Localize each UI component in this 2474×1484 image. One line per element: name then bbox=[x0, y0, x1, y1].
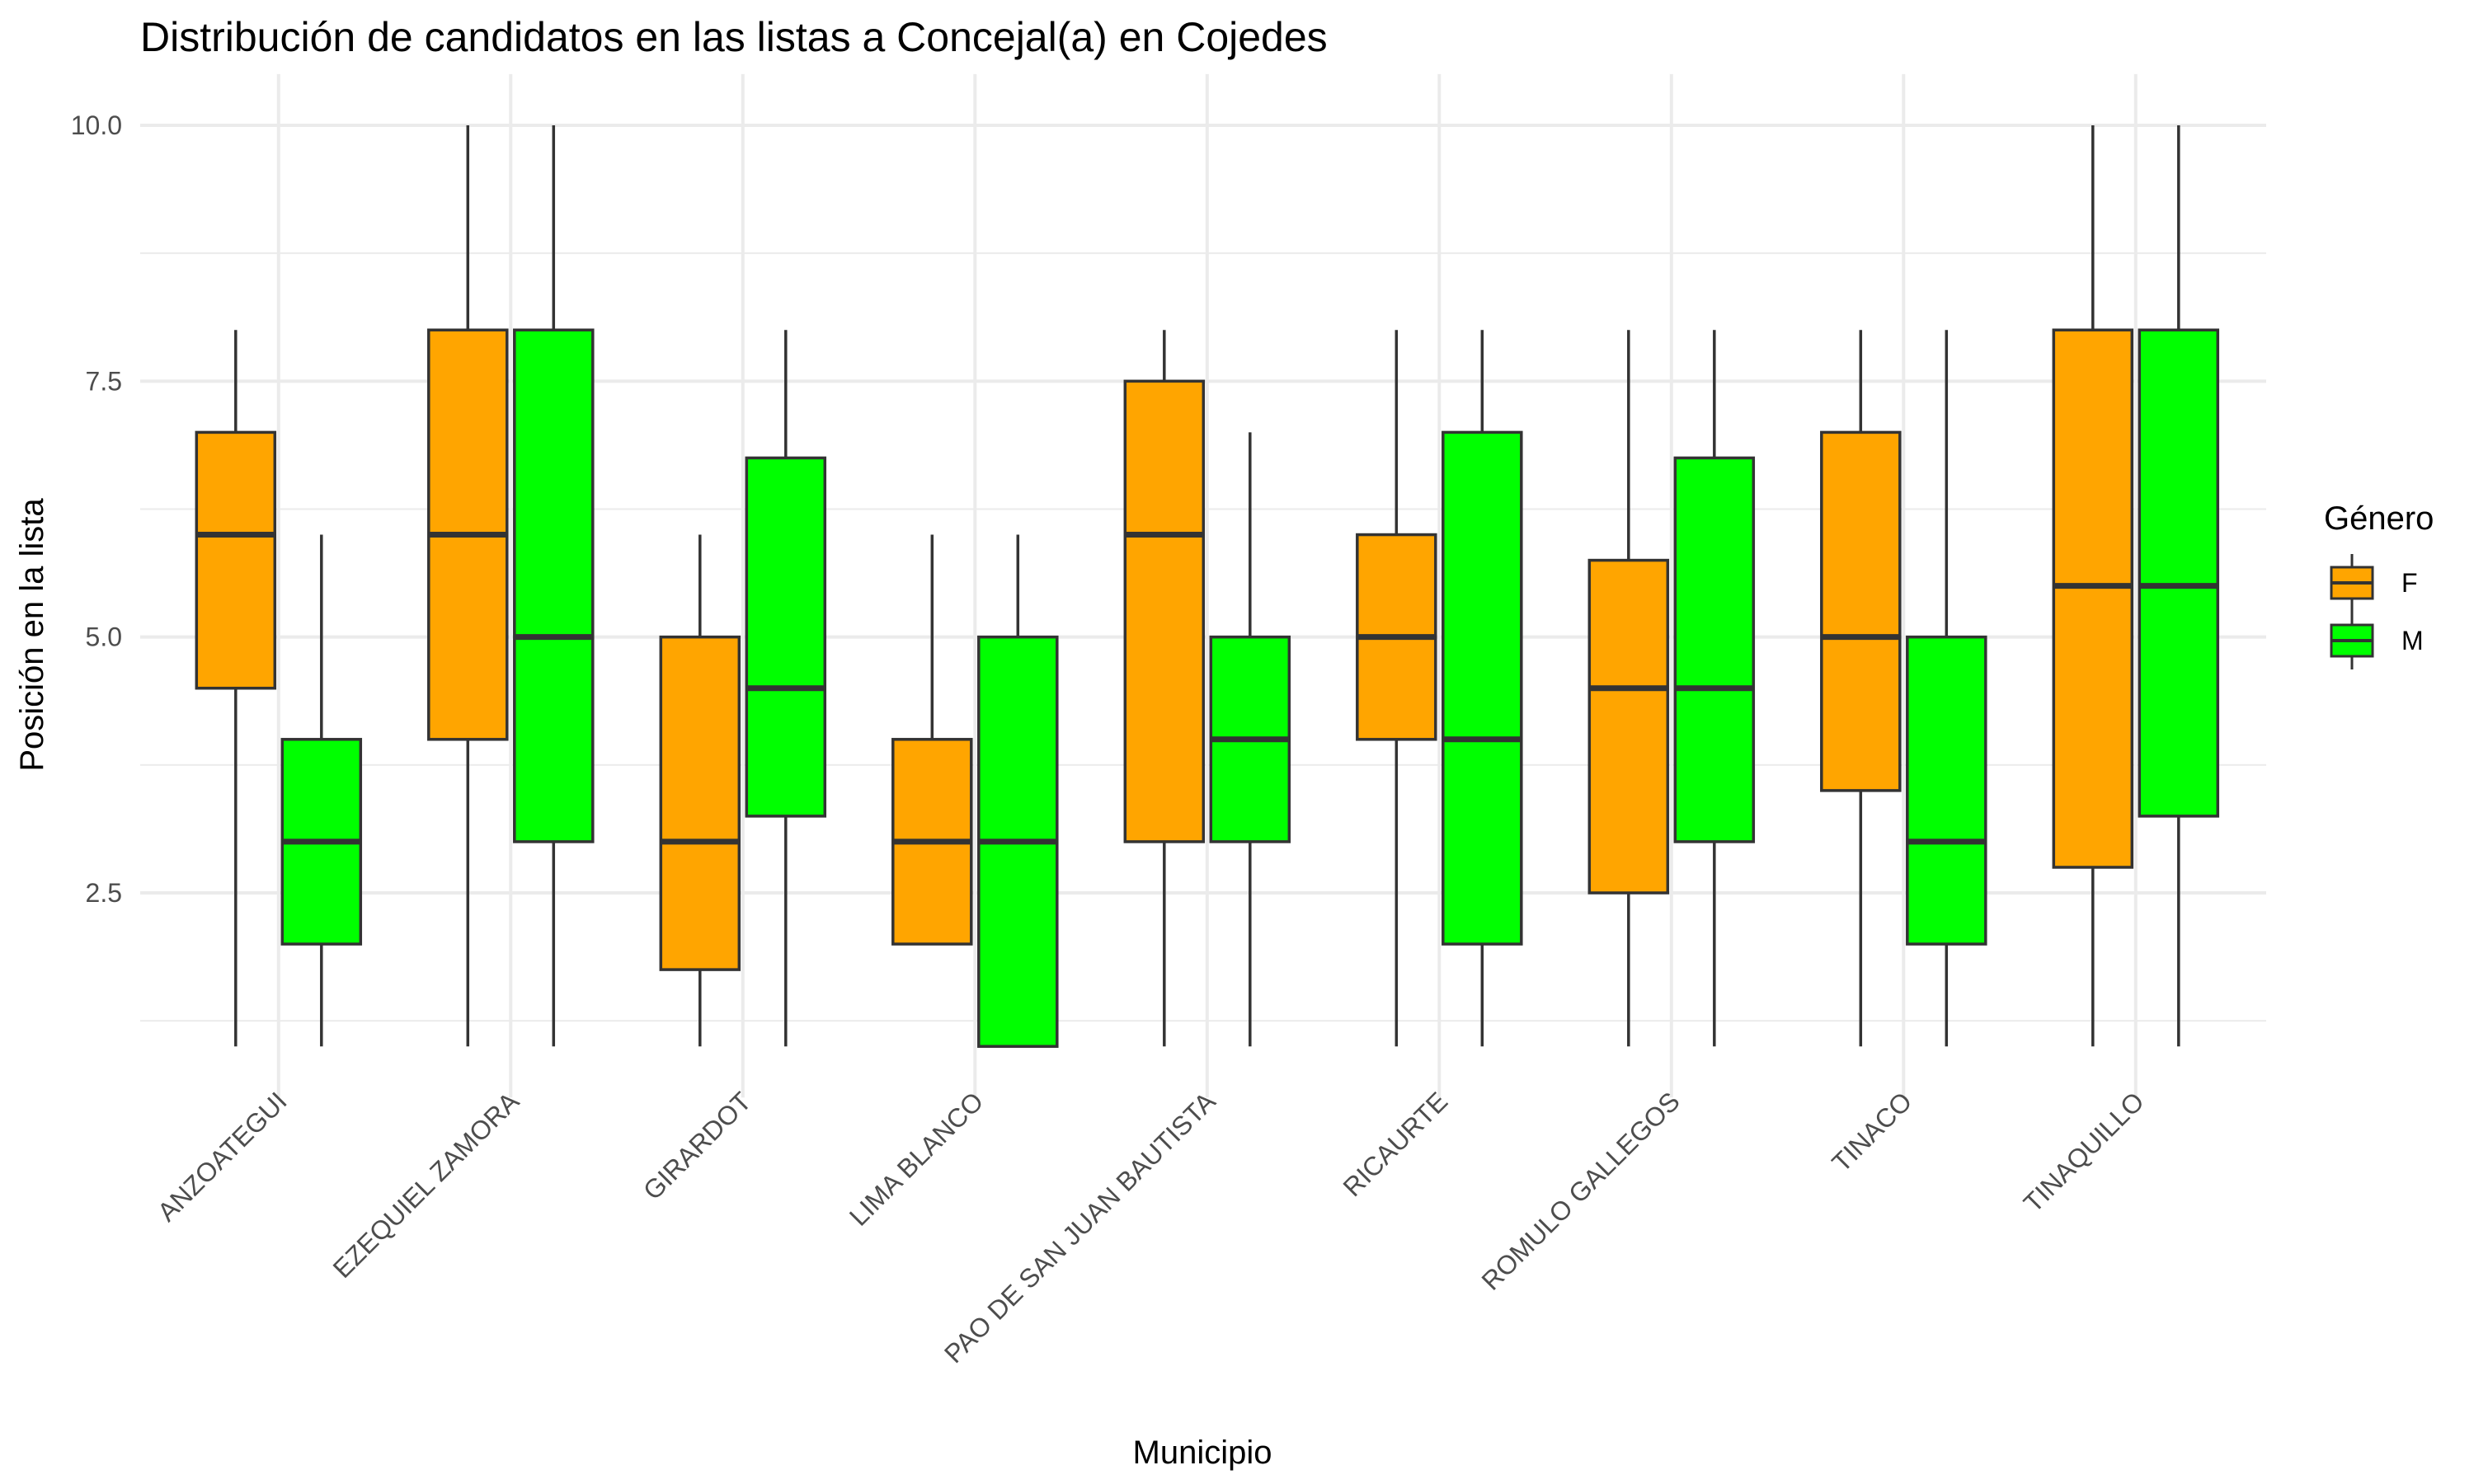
box-M-4 bbox=[1209, 432, 1291, 1047]
box-M-2 bbox=[745, 330, 827, 1047]
x-tick-label: EZEQUIEL ZAMORA bbox=[327, 1086, 525, 1284]
box-F-0 bbox=[195, 330, 277, 1047]
legend-label: M bbox=[2401, 626, 2424, 655]
box-F-7 bbox=[1820, 330, 1902, 1047]
box-F-1 bbox=[427, 125, 509, 1047]
x-tick-label: ROMULO GALLEGOS bbox=[1475, 1086, 1685, 1295]
legend-item-M: M bbox=[2330, 612, 2424, 669]
box-M-7 bbox=[1906, 330, 1987, 1047]
legend: Género FM bbox=[2324, 500, 2434, 669]
box-M-8 bbox=[2138, 125, 2220, 1047]
box-body bbox=[2138, 328, 2220, 818]
box-body bbox=[1820, 430, 1902, 792]
box-F-5 bbox=[1356, 330, 1437, 1047]
x-tick-label: RICAURTE bbox=[1338, 1086, 1454, 1202]
legend-title: Género bbox=[2324, 500, 2434, 537]
y-tick-labels: 2.5 5.0 7.5 10.0 bbox=[71, 110, 122, 908]
box-body bbox=[1587, 558, 1670, 895]
x-tick-label: LIMA BLANCO bbox=[844, 1086, 989, 1231]
chart-title: Distribución de candidatos en las listas… bbox=[140, 14, 1328, 60]
box-M-6 bbox=[1673, 330, 1756, 1047]
y-tick-label: 2.5 bbox=[86, 878, 122, 908]
box-F-4 bbox=[1123, 330, 1206, 1047]
x-tick-label: PAO DE SAN JUAN BAUTISTA bbox=[938, 1086, 1221, 1369]
box-body bbox=[745, 456, 827, 818]
box-F-8 bbox=[2052, 125, 2134, 1047]
y-axis-title: Posición en la lista bbox=[14, 498, 50, 772]
box-body bbox=[659, 635, 741, 971]
y-tick-label: 10.0 bbox=[71, 110, 122, 140]
x-tick-label: TINAQUILLO bbox=[2018, 1086, 2150, 1218]
box-body bbox=[1673, 456, 1756, 843]
legend-label: F bbox=[2401, 568, 2418, 598]
box-body bbox=[195, 430, 277, 690]
box-body bbox=[1906, 635, 1987, 946]
box-body bbox=[1442, 430, 1523, 946]
box-M-3 bbox=[977, 534, 1059, 1048]
box-M-0 bbox=[280, 534, 363, 1047]
boxes bbox=[195, 125, 2220, 1048]
x-tick-label: ANZOATEGUI bbox=[152, 1086, 293, 1227]
x-axis-title: Municipio bbox=[1133, 1435, 1272, 1471]
box-M-5 bbox=[1442, 330, 1523, 1047]
x-tick-label: TINACO bbox=[1826, 1086, 1917, 1177]
box-body bbox=[1123, 379, 1206, 843]
box-body bbox=[513, 328, 595, 843]
legend-item-F: F bbox=[2330, 554, 2418, 612]
box-M-1 bbox=[513, 125, 595, 1047]
box-body bbox=[2052, 328, 2134, 869]
x-tick-label: GIRARDOT bbox=[637, 1086, 757, 1205]
x-tick-labels: ANZOATEGUI EZEQUIEL ZAMORA GIRARDOT LIMA BL… bbox=[152, 1086, 2150, 1369]
box-F-3 bbox=[891, 534, 973, 946]
y-tick-label: 7.5 bbox=[86, 366, 122, 396]
box-F-6 bbox=[1587, 330, 1670, 1047]
y-tick-label: 5.0 bbox=[86, 622, 122, 652]
box-F-2 bbox=[659, 534, 741, 1047]
